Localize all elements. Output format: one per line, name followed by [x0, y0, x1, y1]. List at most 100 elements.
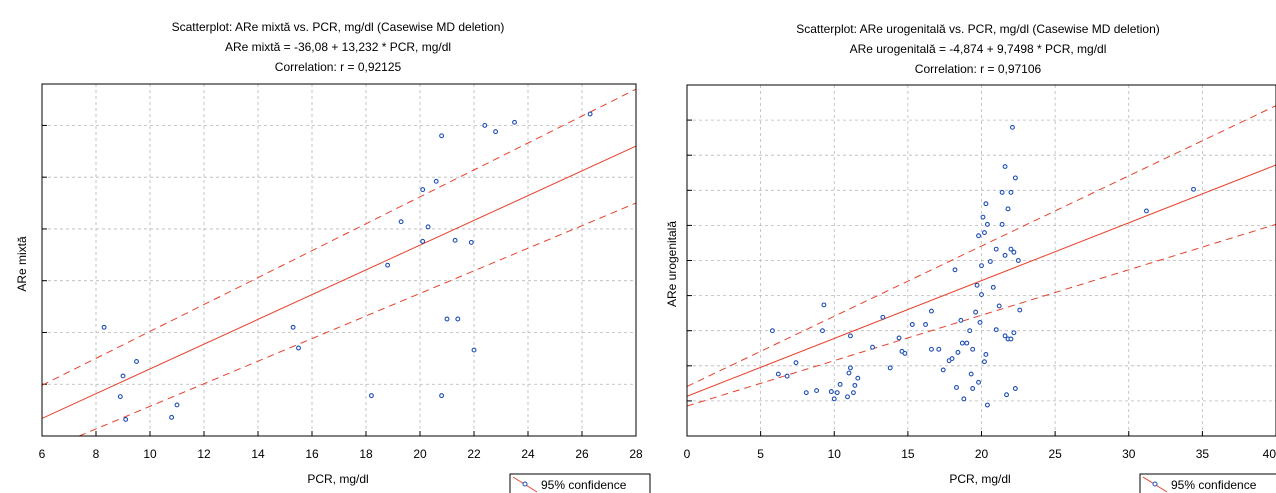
- data-point: [976, 233, 982, 239]
- data-point: [1011, 249, 1017, 255]
- data-point: [1012, 175, 1018, 181]
- data-point: [834, 390, 840, 396]
- data-point: [1191, 186, 1196, 192]
- data-point: [433, 178, 439, 184]
- data-point: [368, 393, 374, 399]
- x-tick-label: 40: [1263, 447, 1276, 461]
- regression-line: [41, 145, 637, 419]
- data-point: [1008, 336, 1014, 342]
- x-tick-label: 15: [901, 447, 915, 461]
- data-point: [1015, 258, 1021, 263]
- data-point: [968, 371, 974, 377]
- x-tick-label: 12: [197, 447, 211, 461]
- data-point: [887, 365, 893, 371]
- data-point: [977, 319, 983, 325]
- data-point: [983, 351, 989, 357]
- x-tick-label: 16: [305, 447, 319, 461]
- data-point: [987, 259, 993, 264]
- x-axis-label: PCR, mg/dl: [307, 472, 368, 486]
- data-point: [959, 340, 965, 346]
- chart-are-mixta: Scatterplot: ARe mixtă vs. PCR, mg/dl (C…: [15, 20, 651, 493]
- data-points: [101, 111, 593, 422]
- data-point: [999, 221, 1005, 227]
- data-point: [420, 238, 426, 244]
- data-points: [769, 124, 1196, 408]
- data-point: [455, 316, 461, 322]
- chart-equation: ARe urogenitală = -4,874 + 9,7498 * PCR,…: [850, 42, 1107, 56]
- x-tick-label: 20: [975, 447, 989, 461]
- data-point: [852, 382, 858, 388]
- data-point: [964, 340, 970, 346]
- x-tick-label: 14: [251, 447, 265, 461]
- data-point: [850, 390, 856, 396]
- data-point: [928, 346, 934, 352]
- data-point: [821, 302, 827, 308]
- data-point: [954, 385, 959, 390]
- data-point: [784, 373, 790, 379]
- data-point: [952, 267, 958, 273]
- grid: [687, 85, 1276, 436]
- data-point: [803, 390, 809, 396]
- data-point: [870, 344, 875, 350]
- data-point: [123, 416, 129, 422]
- x-tick-label: 10: [828, 447, 842, 461]
- chart-correlation: Correlation: r = 0,97106: [915, 62, 1042, 76]
- data-point: [967, 328, 973, 334]
- x-tick-label: 26: [575, 447, 589, 461]
- y-axis-label: ARe urogenitală: [665, 221, 679, 307]
- data-point: [117, 394, 123, 400]
- data-point: [831, 396, 837, 402]
- data-point: [847, 365, 853, 371]
- data-point: [493, 129, 499, 135]
- confidence-band-upper: [686, 105, 1276, 387]
- data-point: [420, 187, 426, 193]
- legend-point-marker: [1152, 481, 1158, 487]
- data-point: [949, 356, 955, 362]
- data-point: [980, 214, 986, 220]
- data-point: [769, 328, 775, 334]
- data-point: [855, 375, 861, 381]
- legend: 95% confidence: [1139, 473, 1276, 493]
- confidence-band: [41, 88, 637, 437]
- x-tick-label: 8: [93, 447, 100, 461]
- data-point: [587, 111, 593, 117]
- data-point: [439, 133, 445, 139]
- chart-equation: ARe mixtă = -36,08 + 13,232 * PCR, mg/dl: [225, 40, 451, 54]
- data-point: [974, 282, 980, 288]
- data-point: [981, 230, 987, 236]
- y-axis-label: ARe mixtă: [15, 236, 29, 292]
- data-point: [820, 328, 825, 334]
- x-tick-label: 28: [629, 447, 643, 461]
- data-point: [1143, 208, 1149, 214]
- plot-frame: [41, 83, 637, 437]
- data-point: [976, 379, 982, 385]
- data-point: [468, 239, 474, 245]
- data-point: [981, 359, 987, 365]
- regression-line-solid: [686, 164, 1276, 397]
- grid: [42, 84, 636, 436]
- data-point: [837, 381, 843, 387]
- chart-correlation: Correlation: r = 0,92125: [275, 60, 402, 74]
- regression-line-solid: [41, 145, 637, 419]
- data-point: [1002, 252, 1008, 258]
- x-tick-labels: 6 8 10 12 14 16 18 20 22 24 26 28: [39, 431, 643, 461]
- data-point: [1008, 189, 1014, 195]
- data-point: [1012, 386, 1018, 391]
- data-point: [425, 224, 431, 230]
- x-axis-label: PCR, mg/dl: [949, 472, 1010, 486]
- data-point: [1011, 330, 1017, 336]
- data-point: [845, 394, 850, 400]
- legend-label: 95% confidence: [541, 478, 627, 492]
- data-point: [936, 346, 942, 352]
- data-point: [896, 335, 902, 341]
- x-tick-label: 20: [413, 447, 427, 461]
- data-point: [1017, 307, 1023, 313]
- x-tick-label: 5: [757, 447, 764, 461]
- data-point: [961, 396, 967, 402]
- legend-box: [1139, 473, 1276, 493]
- data-point: [999, 189, 1005, 195]
- data-point: [1009, 124, 1015, 130]
- x-tick-label: 18: [359, 447, 373, 461]
- chart-are-urogenitala: Scatterplot: ARe urogenitală vs. PCR, mg…: [665, 22, 1276, 493]
